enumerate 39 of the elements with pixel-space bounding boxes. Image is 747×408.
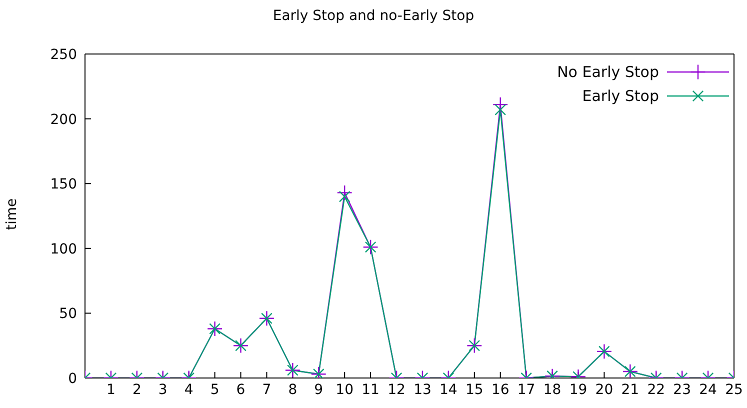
point bbox=[494, 104, 506, 116]
chart-title: Early Stop and no-Early Stop bbox=[272, 8, 476, 24]
x-tick-label: 6 bbox=[236, 382, 246, 398]
x-tick-label: 25 bbox=[725, 382, 743, 398]
y-tick-label: 0 bbox=[68, 370, 77, 387]
x-tick-label: 23 bbox=[673, 382, 691, 398]
x-tick-label: 3 bbox=[158, 382, 168, 398]
point bbox=[338, 190, 350, 202]
x-tick-label: 18 bbox=[543, 382, 562, 398]
x-tick-label: 7 bbox=[262, 382, 272, 398]
x-tick-label: 12 bbox=[388, 382, 406, 398]
x-tick-label: 15 bbox=[465, 382, 484, 398]
x-tick-label: 13 bbox=[414, 382, 432, 398]
x-tick-label: 4 bbox=[184, 382, 194, 398]
x-tick-label: 19 bbox=[569, 382, 588, 398]
x-tick-label: 14 bbox=[440, 382, 458, 398]
x-tick-label: 24 bbox=[699, 382, 718, 398]
x-tick-label: 2 bbox=[132, 382, 142, 398]
y-tick-label: 250 bbox=[50, 46, 77, 63]
y-tick-label: 200 bbox=[50, 112, 77, 128]
y-tick-label: 150 bbox=[50, 176, 77, 193]
legend-label: Early Stop bbox=[582, 87, 659, 105]
x-tick-label: 8 bbox=[288, 382, 298, 398]
point bbox=[492, 96, 508, 112]
x-tick-label: 21 bbox=[621, 382, 640, 398]
y-tick-label: 50 bbox=[59, 306, 77, 322]
x-tick-label: 17 bbox=[517, 382, 536, 398]
y-tick-label: 100 bbox=[50, 241, 77, 258]
x-tick-label: 10 bbox=[336, 382, 354, 398]
y-axis-title: time bbox=[4, 198, 20, 230]
x-tick-label: 9 bbox=[314, 382, 324, 398]
legend-label: No Early Stop bbox=[557, 63, 659, 81]
x-tick-label: 22 bbox=[647, 382, 666, 398]
x-tick-label: 5 bbox=[210, 382, 220, 398]
point bbox=[336, 184, 352, 200]
x-tick-label: 1 bbox=[106, 382, 116, 398]
x-tick-label: 11 bbox=[362, 382, 380, 398]
x-tick-label: 16 bbox=[491, 382, 510, 398]
x-tick-label: 20 bbox=[595, 382, 614, 398]
